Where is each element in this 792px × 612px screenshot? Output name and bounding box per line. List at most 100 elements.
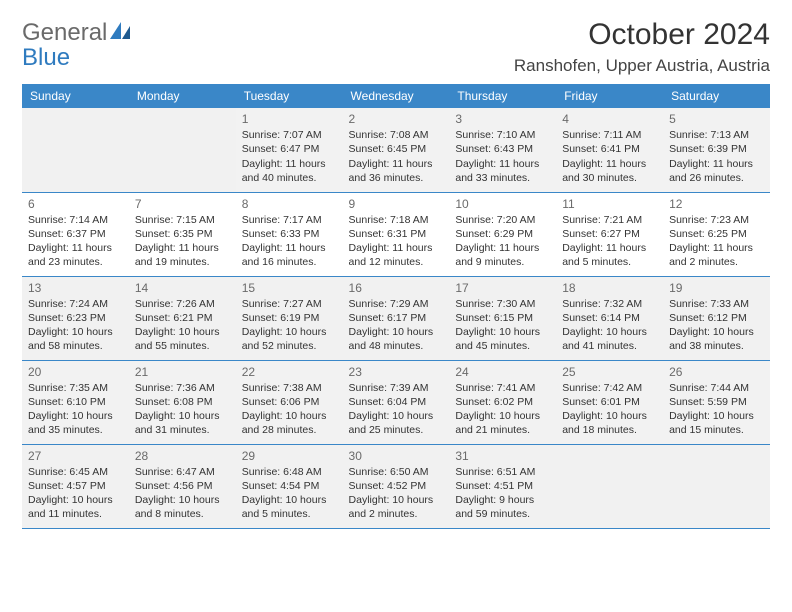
daylight-text: and 30 minutes. xyxy=(562,171,657,185)
daylight-text: and 19 minutes. xyxy=(135,255,230,269)
calendar-cell-empty xyxy=(663,444,770,528)
daylight-text: and 38 minutes. xyxy=(669,339,764,353)
sunrise-text: Sunrise: 7:11 AM xyxy=(562,128,657,142)
daylight-text: Daylight: 11 hours xyxy=(242,241,337,255)
calendar-cell: 15Sunrise: 7:27 AMSunset: 6:19 PMDayligh… xyxy=(236,276,343,360)
day-number: 14 xyxy=(135,280,230,296)
day-number: 10 xyxy=(455,196,550,212)
sunrise-text: Sunrise: 6:48 AM xyxy=(242,465,337,479)
month-title: October 2024 xyxy=(514,18,770,52)
sunrise-text: Sunrise: 7:23 AM xyxy=(669,213,764,227)
calendar-cell: 5Sunrise: 7:13 AMSunset: 6:39 PMDaylight… xyxy=(663,108,770,192)
sunrise-text: Sunrise: 7:10 AM xyxy=(455,128,550,142)
calendar-cell: 27Sunrise: 6:45 AMSunset: 4:57 PMDayligh… xyxy=(22,444,129,528)
daylight-text: and 40 minutes. xyxy=(242,171,337,185)
sunset-text: Sunset: 6:45 PM xyxy=(349,142,444,156)
calendar-cell: 19Sunrise: 7:33 AMSunset: 6:12 PMDayligh… xyxy=(663,276,770,360)
day-number: 2 xyxy=(349,111,444,127)
sunrise-text: Sunrise: 7:35 AM xyxy=(28,381,123,395)
weekday-header: Monday xyxy=(129,84,236,108)
daylight-text: and 58 minutes. xyxy=(28,339,123,353)
daylight-text: Daylight: 10 hours xyxy=(28,409,123,423)
day-number: 21 xyxy=(135,364,230,380)
daylight-text: Daylight: 10 hours xyxy=(28,325,123,339)
daylight-text: and 31 minutes. xyxy=(135,423,230,437)
calendar-cell: 8Sunrise: 7:17 AMSunset: 6:33 PMDaylight… xyxy=(236,192,343,276)
daylight-text: Daylight: 10 hours xyxy=(562,325,657,339)
daylight-text: and 2 minutes. xyxy=(669,255,764,269)
day-number: 13 xyxy=(28,280,123,296)
sunrise-text: Sunrise: 7:07 AM xyxy=(242,128,337,142)
sunrise-text: Sunrise: 6:45 AM xyxy=(28,465,123,479)
calendar-cell: 7Sunrise: 7:15 AMSunset: 6:35 PMDaylight… xyxy=(129,192,236,276)
calendar-cell: 24Sunrise: 7:41 AMSunset: 6:02 PMDayligh… xyxy=(449,360,556,444)
daylight-text: and 28 minutes. xyxy=(242,423,337,437)
sunset-text: Sunset: 6:37 PM xyxy=(28,227,123,241)
calendar-row: 6Sunrise: 7:14 AMSunset: 6:37 PMDaylight… xyxy=(22,192,770,276)
sunset-text: Sunset: 6:25 PM xyxy=(669,227,764,241)
day-number: 19 xyxy=(669,280,764,296)
sunrise-text: Sunrise: 7:39 AM xyxy=(349,381,444,395)
daylight-text: Daylight: 11 hours xyxy=(28,241,123,255)
calendar-cell: 26Sunrise: 7:44 AMSunset: 5:59 PMDayligh… xyxy=(663,360,770,444)
daylight-text: and 15 minutes. xyxy=(669,423,764,437)
day-number: 1 xyxy=(242,111,337,127)
sunset-text: Sunset: 4:56 PM xyxy=(135,479,230,493)
sunrise-text: Sunrise: 7:17 AM xyxy=(242,213,337,227)
calendar-row: 27Sunrise: 6:45 AMSunset: 4:57 PMDayligh… xyxy=(22,444,770,528)
day-number: 20 xyxy=(28,364,123,380)
sunrise-text: Sunrise: 7:14 AM xyxy=(28,213,123,227)
sunrise-text: Sunrise: 7:42 AM xyxy=(562,381,657,395)
daylight-text: Daylight: 11 hours xyxy=(455,157,550,171)
day-number: 8 xyxy=(242,196,337,212)
sunset-text: Sunset: 6:10 PM xyxy=(28,395,123,409)
day-number: 17 xyxy=(455,280,550,296)
daylight-text: and 25 minutes. xyxy=(349,423,444,437)
calendar-cell: 31Sunrise: 6:51 AMSunset: 4:51 PMDayligh… xyxy=(449,444,556,528)
daylight-text: Daylight: 10 hours xyxy=(135,409,230,423)
sunset-text: Sunset: 6:19 PM xyxy=(242,311,337,325)
daylight-text: Daylight: 10 hours xyxy=(349,325,444,339)
weekday-header: Wednesday xyxy=(343,84,450,108)
sunrise-text: Sunrise: 7:30 AM xyxy=(455,297,550,311)
calendar-cell: 30Sunrise: 6:50 AMSunset: 4:52 PMDayligh… xyxy=(343,444,450,528)
weekday-header: Sunday xyxy=(22,84,129,108)
day-number: 11 xyxy=(562,196,657,212)
daylight-text: Daylight: 10 hours xyxy=(669,325,764,339)
calendar-cell: 23Sunrise: 7:39 AMSunset: 6:04 PMDayligh… xyxy=(343,360,450,444)
calendar-cell: 6Sunrise: 7:14 AMSunset: 6:37 PMDaylight… xyxy=(22,192,129,276)
sunset-text: Sunset: 6:39 PM xyxy=(669,142,764,156)
sunrise-text: Sunrise: 7:21 AM xyxy=(562,213,657,227)
day-number: 5 xyxy=(669,111,764,127)
daylight-text: and 2 minutes. xyxy=(349,507,444,521)
sunrise-text: Sunrise: 7:41 AM xyxy=(455,381,550,395)
sunset-text: Sunset: 6:12 PM xyxy=(669,311,764,325)
daylight-text: Daylight: 9 hours xyxy=(455,493,550,507)
weekday-header: Tuesday xyxy=(236,84,343,108)
daylight-text: and 45 minutes. xyxy=(455,339,550,353)
sunset-text: Sunset: 6:17 PM xyxy=(349,311,444,325)
calendar-cell: 3Sunrise: 7:10 AMSunset: 6:43 PMDaylight… xyxy=(449,108,556,192)
day-number: 30 xyxy=(349,448,444,464)
sunset-text: Sunset: 6:06 PM xyxy=(242,395,337,409)
sunset-text: Sunset: 4:52 PM xyxy=(349,479,444,493)
day-number: 9 xyxy=(349,196,444,212)
calendar-cell: 4Sunrise: 7:11 AMSunset: 6:41 PMDaylight… xyxy=(556,108,663,192)
daylight-text: and 33 minutes. xyxy=(455,171,550,185)
daylight-text: and 12 minutes. xyxy=(349,255,444,269)
daylight-text: Daylight: 10 hours xyxy=(455,325,550,339)
daylight-text: and 48 minutes. xyxy=(349,339,444,353)
calendar-cell: 12Sunrise: 7:23 AMSunset: 6:25 PMDayligh… xyxy=(663,192,770,276)
daylight-text: and 8 minutes. xyxy=(135,507,230,521)
sunrise-text: Sunrise: 7:08 AM xyxy=(349,128,444,142)
daylight-text: Daylight: 11 hours xyxy=(562,157,657,171)
sunrise-text: Sunrise: 7:20 AM xyxy=(455,213,550,227)
location-text: Ranshofen, Upper Austria, Austria xyxy=(514,56,770,76)
daylight-text: Daylight: 10 hours xyxy=(455,409,550,423)
sunrise-text: Sunrise: 7:15 AM xyxy=(135,213,230,227)
sunset-text: Sunset: 6:14 PM xyxy=(562,311,657,325)
calendar-cell: 18Sunrise: 7:32 AMSunset: 6:14 PMDayligh… xyxy=(556,276,663,360)
daylight-text: Daylight: 11 hours xyxy=(562,241,657,255)
sunset-text: Sunset: 6:04 PM xyxy=(349,395,444,409)
sunrise-text: Sunrise: 7:44 AM xyxy=(669,381,764,395)
